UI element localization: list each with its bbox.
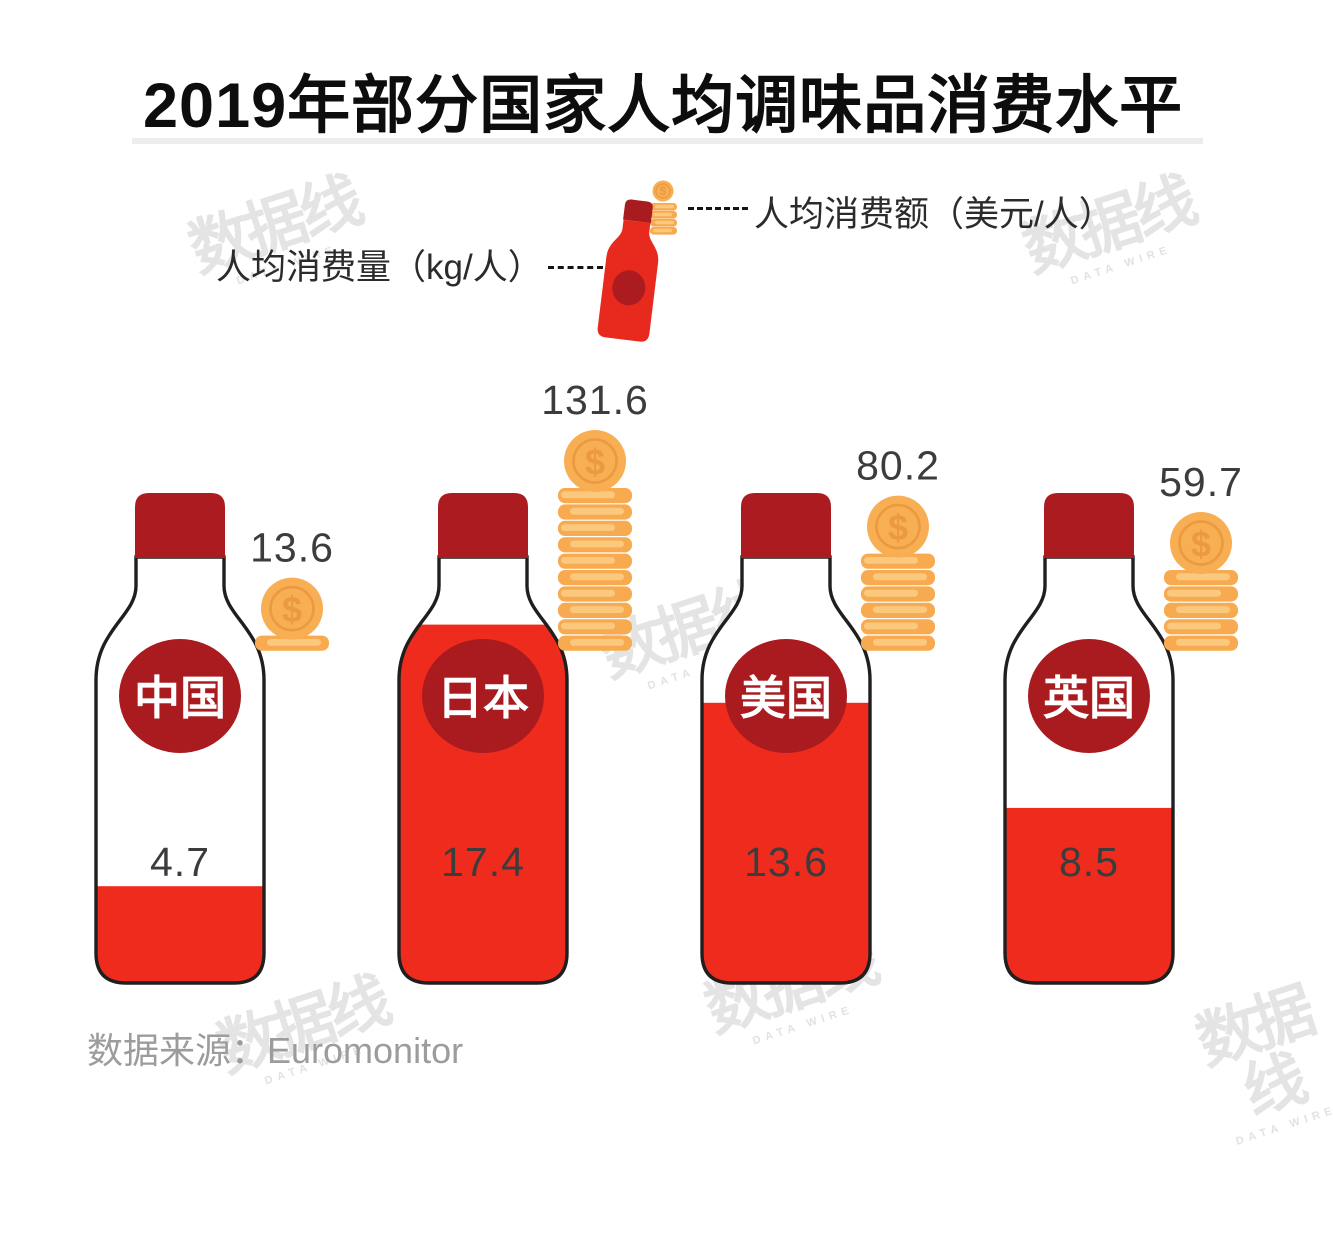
bottle-group-japan: 日本 17.4 $ 131.6 (397, 377, 648, 985)
coin-stack: $ (255, 577, 329, 651)
kg-value: 4.7 (150, 839, 210, 885)
data-source: 数据来源：Euromonitor (87, 1030, 464, 1071)
country-name: 美国 (740, 672, 832, 724)
bottle-cap (741, 493, 831, 558)
bottle-group-usa: 美国 13.6 $ 80.2 (700, 443, 940, 985)
kg-value: 17.4 (441, 839, 525, 885)
country-label-circle (119, 639, 241, 753)
usd-value: 131.6 (541, 377, 648, 423)
bottle-group-uk: 英国 8.5 $ 59.7 (1003, 459, 1243, 985)
liquid-fill (1005, 807, 1173, 983)
usd-value: 80.2 (856, 443, 940, 489)
bottle-cap (1044, 493, 1134, 558)
title-divider (132, 138, 1203, 144)
kg-value: 13.6 (744, 839, 828, 885)
legend-coin-stack-icon: $ (650, 180, 677, 235)
legend-amount-connector (688, 207, 748, 210)
country-label-circle (422, 639, 544, 753)
bottle-outline (94, 555, 266, 985)
page-title: 2019年部分国家人均调味品消费水平 (143, 71, 1184, 141)
footer: 界面新闻 × 数据线 ▶ATA WIRE (0, 1090, 1333, 1200)
country-name: 中国 (134, 672, 226, 724)
legend-bottle-icon (597, 199, 659, 342)
bottle-outline (700, 555, 872, 985)
legend-amount-label: 人均消费额（美元/人） (754, 195, 1114, 234)
kg-value: 8.5 (1059, 839, 1119, 885)
bottle-outline (1003, 555, 1175, 985)
country-name: 日本 (437, 672, 529, 724)
svg-text:$: $ (660, 184, 667, 198)
bottle-group-china: 中国 4.7 $ 13.6 (94, 493, 334, 985)
svg-text:$: $ (888, 507, 908, 548)
legend-bottle-coin-icon: $ (597, 180, 677, 342)
usd-value: 59.7 (1159, 459, 1243, 505)
bottle-outline (397, 555, 569, 985)
coin-stack: $ (1164, 512, 1238, 651)
coin-stack: $ (558, 430, 632, 651)
svg-text:$: $ (1191, 524, 1211, 565)
bottle-cap (135, 493, 225, 558)
liquid-fill (96, 886, 264, 983)
country-name: 英国 (1043, 672, 1135, 724)
bottle-cap (438, 493, 528, 558)
country-label-circle (1028, 639, 1150, 753)
country-label-circle (725, 639, 847, 753)
legend-quantity-label: 人均消费量（kg/人） (216, 248, 543, 287)
svg-text:$: $ (585, 442, 605, 483)
svg-text:$: $ (282, 589, 302, 630)
legend-quantity-connector (548, 266, 603, 269)
usd-value: 13.6 (250, 525, 334, 571)
coin-stack: $ (861, 495, 935, 651)
